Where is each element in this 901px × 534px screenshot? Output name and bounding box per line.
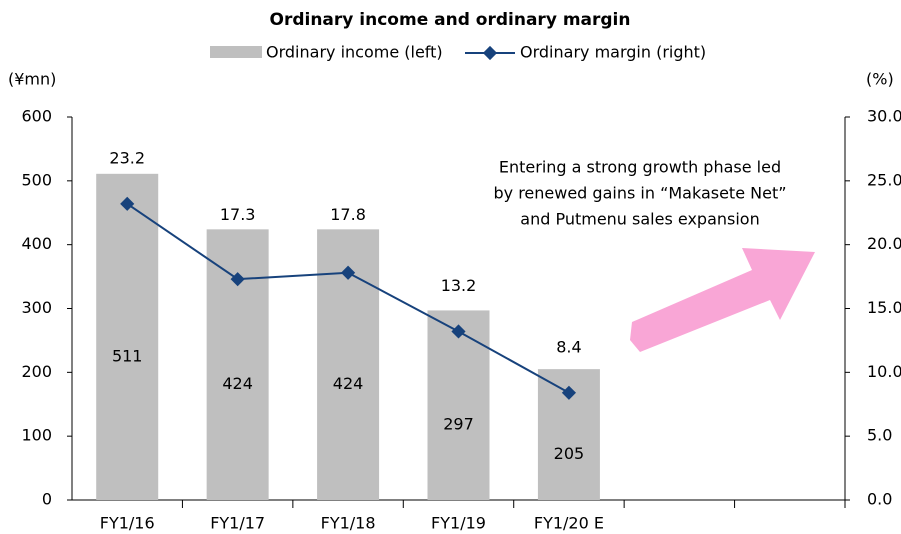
y2-tick-label: 10.0 — [867, 362, 901, 381]
annotation: by renewed gains in “Makasete Net” — [493, 184, 786, 203]
arrow — [630, 248, 815, 352]
y-tick-label: 600 — [21, 107, 52, 126]
y-tick-label: 200 — [21, 362, 52, 381]
line-value-label: 17.8 — [330, 205, 366, 224]
y-tick-label: 100 — [21, 426, 52, 445]
y2-tick-label: 25.0 — [867, 170, 901, 189]
y-axis-label: (¥mn) — [8, 70, 56, 89]
x-tick-label: FY1/20 E — [534, 514, 604, 533]
bar-value-label: 297 — [443, 415, 474, 434]
line-marker — [451, 324, 466, 339]
chart-title: Ordinary income and ordinary margin — [270, 10, 631, 30]
y-tick-label: 400 — [21, 234, 52, 253]
x-tick-label: FY1/18 — [321, 514, 376, 533]
x-tick-label: FY1/19 — [431, 514, 486, 533]
y-tick-label: 0 — [42, 490, 52, 509]
bar — [427, 310, 490, 500]
bar-value-label: 424 — [333, 374, 364, 393]
line-value-label: 17.3 — [220, 205, 256, 224]
y2-tick-label: 30.0 — [867, 107, 901, 126]
legend-label: Ordinary margin (right) — [520, 43, 706, 62]
line-marker — [561, 385, 576, 400]
annotation: Entering a strong growth phase led — [499, 158, 781, 177]
y2-axis-label: (%) — [866, 70, 894, 89]
y2-tick-label: 15.0 — [867, 298, 901, 317]
bar-value-label: 205 — [554, 444, 585, 463]
legend-marker — [482, 45, 498, 61]
y2-tick-label: 0.0 — [867, 490, 892, 509]
line-marker — [230, 272, 245, 287]
y-tick-label: 300 — [21, 298, 52, 317]
y2-tick-label: 20.0 — [867, 234, 901, 253]
line-value-label: 23.2 — [109, 148, 145, 167]
line-value-label: 8.4 — [556, 337, 581, 356]
bar — [96, 173, 159, 501]
y-tick-label: 500 — [21, 170, 52, 189]
line-value-label: 13.2 — [441, 276, 477, 295]
annotation: and Putmenu sales expansion — [520, 210, 759, 229]
x-tick-label: FY1/17 — [210, 514, 265, 533]
legend-swatch — [210, 46, 262, 58]
bar-value-label: 424 — [222, 374, 253, 393]
line-marker — [341, 265, 356, 280]
bar — [206, 229, 269, 500]
legend-label: Ordinary income (left) — [266, 43, 443, 62]
x-tick-label: FY1/16 — [100, 514, 155, 533]
y2-tick-label: 5.0 — [867, 426, 892, 445]
bar-value-label: 511 — [112, 346, 143, 365]
